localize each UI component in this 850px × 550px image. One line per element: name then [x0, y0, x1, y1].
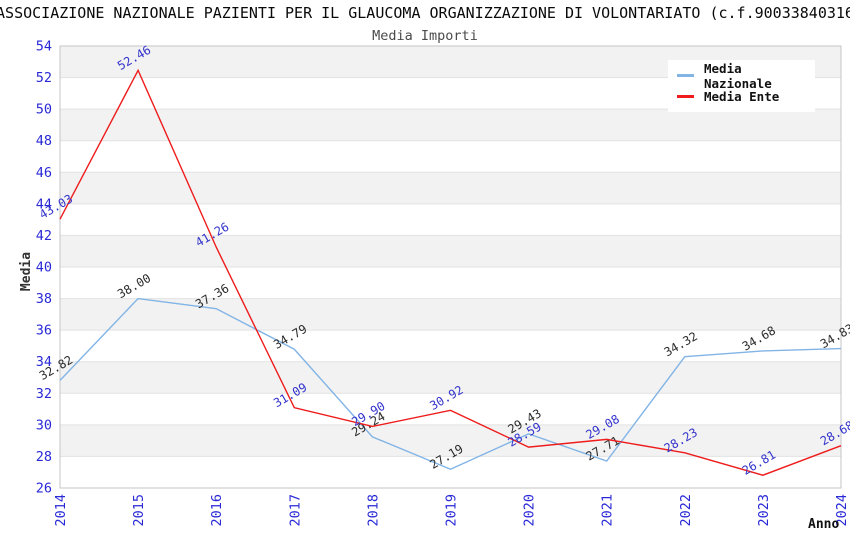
plot-band — [60, 172, 841, 204]
legend: Media Nazionale Media Ente — [668, 60, 815, 112]
y-tick-label: 28 — [36, 449, 52, 465]
plot-band — [60, 298, 841, 331]
x-tick-label: 2015 — [131, 494, 147, 527]
legend-label: Media Nazionale — [704, 60, 772, 91]
media-nazionale-line-swatch — [677, 74, 694, 77]
x-tick-label: 2023 — [756, 494, 772, 527]
y-tick-label: 38 — [36, 291, 52, 307]
y-tick-label: 44 — [36, 196, 52, 212]
plot-band — [60, 235, 841, 267]
y-tick-label: 46 — [36, 165, 52, 181]
chart-subtitle: Media Importi — [372, 28, 478, 44]
plot-band — [60, 109, 841, 141]
plot-band — [60, 203, 841, 236]
legend-entry-media-nazionale: Media Nazionale — [677, 61, 815, 91]
y-tick-label: 52 — [36, 70, 52, 86]
legend-label: Media Ente — [704, 89, 780, 104]
series-line-media-ente — [59, 68, 842, 476]
x-tick-label: 2024 — [834, 494, 850, 527]
y-tick-label: 26 — [36, 481, 52, 497]
y-tick-label: 42 — [36, 228, 52, 244]
x-tick-label: 2022 — [678, 494, 694, 527]
x-tick-label: 2016 — [209, 494, 225, 527]
y-tick-label: 48 — [36, 133, 52, 149]
x-tick-label: 2018 — [365, 494, 381, 527]
series-line-media-nazionale — [59, 297, 842, 470]
plot-band — [60, 393, 841, 425]
y-tick-label: 54 — [36, 39, 52, 55]
plot-band — [60, 361, 841, 394]
y-tick-label: 32 — [36, 386, 52, 402]
plot-band — [60, 330, 841, 362]
media-ente-line-swatch — [677, 95, 694, 98]
plot-band — [60, 456, 841, 488]
y-axis-label: Media — [19, 251, 35, 292]
x-tick-label: 2014 — [53, 494, 69, 527]
plot-band — [60, 140, 841, 173]
chart-title: ASSOCIAZIONE NAZIONALE PAZIENTI PER IL G… — [0, 4, 850, 22]
y-tick-label: 34 — [36, 354, 52, 370]
plot-band — [60, 424, 841, 457]
plot-band — [60, 267, 841, 299]
x-tick-label: 2019 — [444, 494, 460, 527]
y-tick-label: 30 — [36, 417, 52, 433]
x-tick-label: 2017 — [287, 494, 303, 527]
y-tick-label: 50 — [36, 102, 52, 118]
plot-border — [59, 45, 842, 489]
y-tick-label: 36 — [36, 323, 52, 339]
y-tick-label: 40 — [36, 260, 52, 276]
x-tick-label: 2021 — [600, 494, 616, 527]
x-axis-label: Anno — [808, 517, 840, 532]
x-tick-label: 2020 — [522, 494, 538, 527]
legend-entry-media-ente: Media Ente — [677, 86, 815, 107]
